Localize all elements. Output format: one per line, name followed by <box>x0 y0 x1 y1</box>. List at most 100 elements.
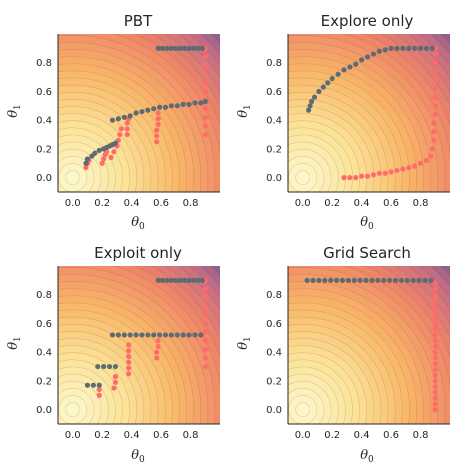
data-point <box>376 48 382 54</box>
data-point <box>111 385 117 391</box>
data-point <box>320 84 326 90</box>
data-point <box>192 100 198 106</box>
data-point <box>432 355 438 361</box>
data-point <box>370 51 377 57</box>
data-point <box>347 64 353 70</box>
data-point <box>202 71 208 77</box>
data-point <box>392 277 399 283</box>
x-tick-label: 0.6 <box>153 430 169 441</box>
data-point <box>115 116 121 122</box>
y-tick-label: 0.2 <box>266 376 282 387</box>
data-point <box>151 106 157 112</box>
data-point <box>359 173 365 179</box>
data-point <box>432 349 438 355</box>
data-point <box>145 107 151 113</box>
data-point <box>202 338 208 344</box>
x-tick-label: 0.8 <box>183 430 199 441</box>
x-tick-label: 0.8 <box>413 198 429 209</box>
x-tick-label: 0.8 <box>413 430 429 441</box>
data-point <box>92 150 98 156</box>
data-point <box>124 131 130 138</box>
data-point <box>101 156 107 162</box>
data-point <box>432 103 438 109</box>
data-point <box>202 114 208 120</box>
data-point <box>398 277 404 283</box>
data-point <box>190 45 197 51</box>
data-point <box>168 277 174 283</box>
x-axis-label: θ0 <box>360 215 374 232</box>
data-point <box>202 329 208 335</box>
data-point <box>127 332 133 338</box>
data-point <box>139 332 145 338</box>
data-point <box>126 371 132 377</box>
subplot-title: PBT <box>124 12 153 30</box>
data-point <box>339 277 346 283</box>
data-point <box>432 320 438 327</box>
x-axis-label: θ0 <box>131 215 145 232</box>
data-point <box>154 355 160 361</box>
data-point <box>83 164 89 171</box>
data-point <box>164 277 170 283</box>
data-point <box>432 309 438 315</box>
data-point <box>154 127 160 133</box>
data-point <box>432 111 438 118</box>
series <box>84 277 205 388</box>
data-point <box>177 45 183 51</box>
data-point <box>432 68 438 74</box>
data-point <box>353 61 359 67</box>
data-point <box>432 407 438 413</box>
data-point <box>431 137 437 143</box>
y-axis-label: θ1 <box>6 336 23 350</box>
data-point <box>112 140 119 146</box>
data-point <box>198 100 204 106</box>
x-tick-label: 0.8 <box>183 198 199 209</box>
data-point <box>96 386 102 393</box>
y-tick-label: 0.4 <box>36 348 52 359</box>
data-point <box>157 332 163 338</box>
y-tick-label: 0.0 <box>266 173 282 184</box>
data-point <box>145 332 151 338</box>
data-point <box>400 45 406 51</box>
series <box>432 280 438 413</box>
data-point <box>90 382 96 388</box>
data-point <box>432 338 438 344</box>
x-tick-label: 0.6 <box>153 198 169 209</box>
data-point <box>417 45 424 51</box>
data-point <box>335 71 341 77</box>
y-tick-label: 0.4 <box>266 116 282 127</box>
contour-band <box>295 402 311 418</box>
data-point <box>180 101 186 107</box>
data-point <box>174 332 180 338</box>
data-point <box>347 175 353 181</box>
data-point <box>304 277 310 283</box>
data-point <box>316 88 322 95</box>
data-point <box>96 392 102 398</box>
x-tick-label: 0.4 <box>354 430 370 441</box>
data-point <box>121 332 127 338</box>
subplot-explore-only: Explore only 0.0 0.2 0.4 0.6 0.8 0.0 0.2 0.4 0.6… <box>236 12 450 232</box>
data-point <box>186 45 192 51</box>
data-point <box>394 45 400 51</box>
subplot-title: Explore only <box>321 12 414 30</box>
data-point <box>432 297 438 304</box>
x-tick-label: 0.4 <box>124 430 140 441</box>
data-point <box>423 45 430 51</box>
data-point <box>432 384 438 390</box>
y-tick-label: 0.6 <box>266 87 282 98</box>
data-point <box>351 277 357 283</box>
x-tick-label: 0.0 <box>295 430 311 441</box>
x-tick-label: 0.4 <box>354 198 370 209</box>
subplot-title: Exploit only <box>94 244 182 262</box>
data-point <box>432 85 438 92</box>
data-point <box>429 45 435 51</box>
x-tick-label: 0.2 <box>94 430 110 441</box>
x-tick-label: 0.2 <box>324 198 340 209</box>
subplot-pbt: PBT 0.0 0.2 0.4 0.6 0.8 0.0 0.2 0.4 0.6 0.8 θ0 θ1 <box>6 12 220 232</box>
data-point <box>431 129 437 135</box>
x-axis-label: θ0 <box>360 448 374 465</box>
data-point <box>432 292 438 298</box>
y-tick-label: 0.8 <box>36 290 52 301</box>
data-point <box>310 277 316 283</box>
data-point <box>432 366 438 373</box>
y-axis-label: θ1 <box>6 104 23 118</box>
